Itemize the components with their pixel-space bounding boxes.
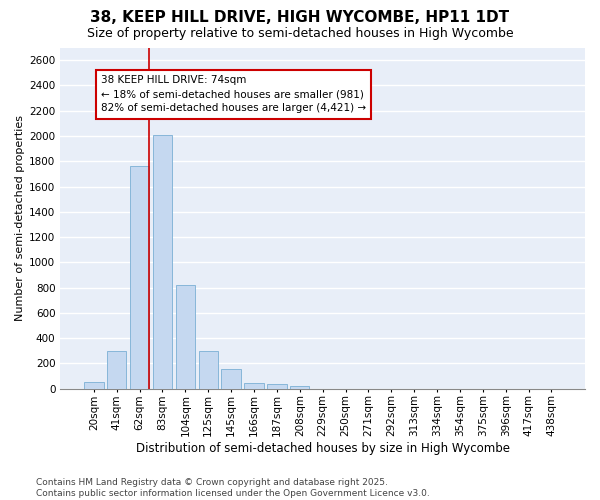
Text: 38, KEEP HILL DRIVE, HIGH WYCOMBE, HP11 1DT: 38, KEEP HILL DRIVE, HIGH WYCOMBE, HP11 … [91,10,509,25]
Bar [107,351,127,389]
Bar [176,285,195,389]
Text: Contains HM Land Registry data © Crown copyright and database right 2025.
Contai: Contains HM Land Registry data © Crown c… [36,478,430,498]
Bar [267,384,287,389]
Bar [199,352,218,389]
Bar [290,386,310,389]
Text: Size of property relative to semi-detached houses in High Wycombe: Size of property relative to semi-detach… [86,28,514,40]
Bar [84,382,104,389]
X-axis label: Distribution of semi-detached houses by size in High Wycombe: Distribution of semi-detached houses by … [136,442,509,455]
Bar [221,368,241,389]
Y-axis label: Number of semi-detached properties: Number of semi-detached properties [15,115,25,321]
Bar [130,166,149,389]
Bar [244,383,264,389]
Bar [153,134,172,389]
Text: 38 KEEP HILL DRIVE: 74sqm
← 18% of semi-detached houses are smaller (981)
82% of: 38 KEEP HILL DRIVE: 74sqm ← 18% of semi-… [101,76,366,114]
